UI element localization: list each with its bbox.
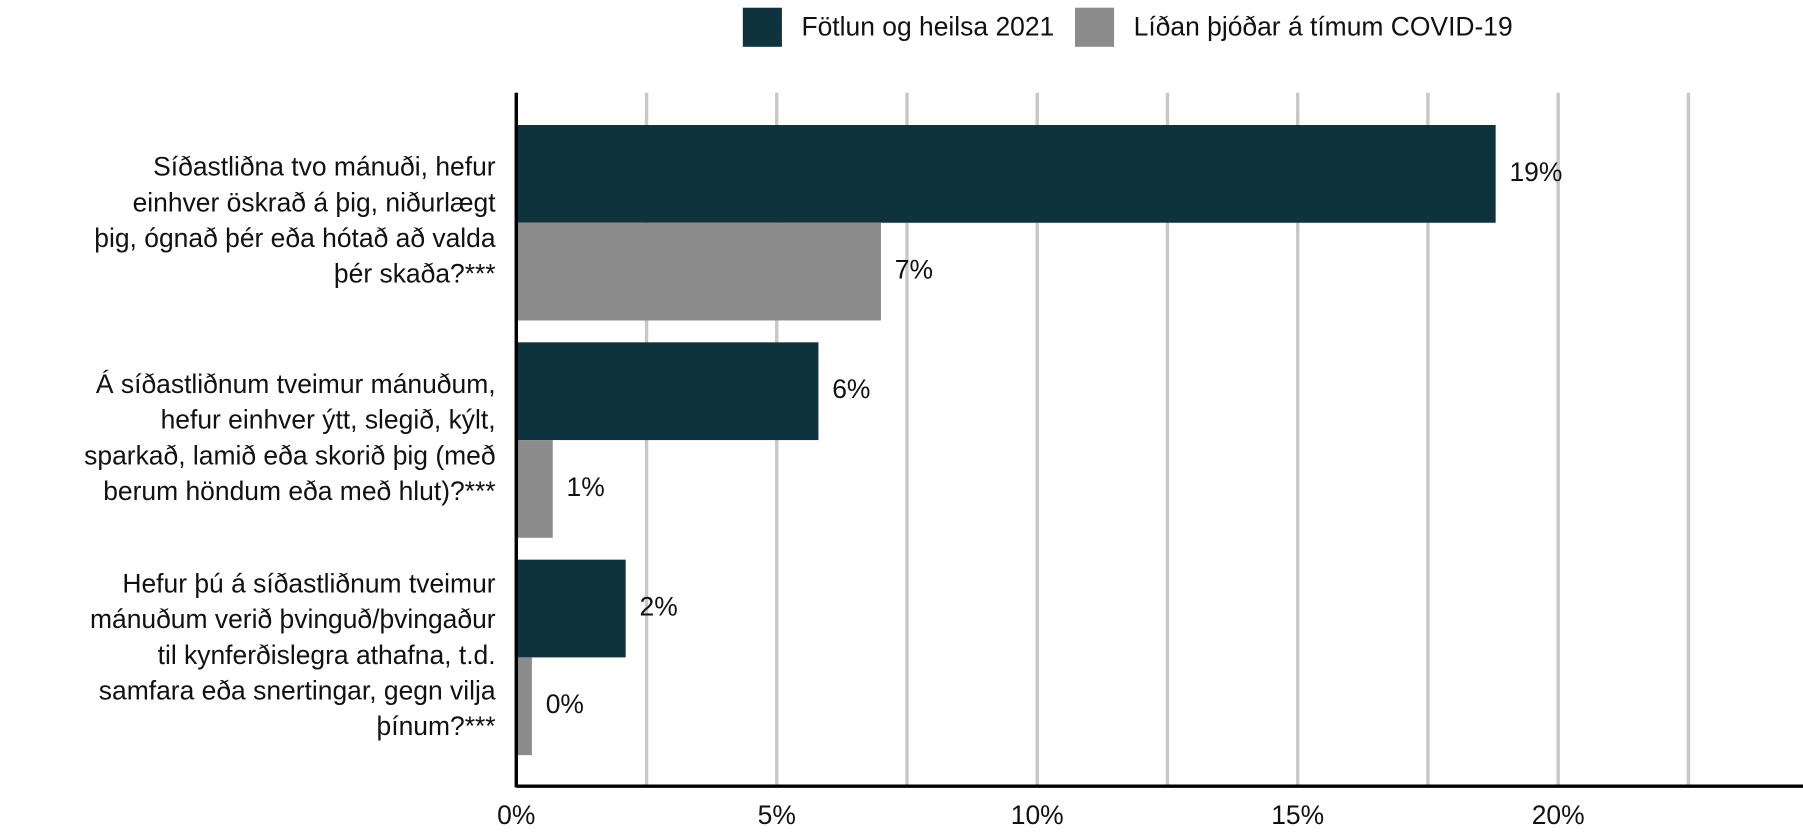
legend-label: Líðan þjóðar á tímum COVID-19: [1134, 11, 1513, 41]
value-label: 19%: [1509, 157, 1562, 187]
category-label: til kynferðislegra athafna, t.d.: [158, 640, 496, 670]
legend-swatch: [1074, 7, 1115, 47]
x-tick-label: 5%: [758, 800, 796, 830]
value-label: 0%: [546, 689, 584, 719]
category-label: einhver öskrað á þig, niðurlægt: [133, 187, 497, 217]
category-label: hefur einhver ýtt, slegið, kýlt,: [161, 405, 496, 435]
category-label: berum höndum eða með hlut)?***: [103, 476, 495, 506]
x-tick-label: 20%: [1532, 800, 1585, 830]
category-label: mánuðum verið þvinguð/þvingaður: [90, 604, 496, 634]
legend-label: Fötlun og heilsa 2021: [801, 11, 1054, 41]
bar: [516, 222, 881, 321]
value-label: 2%: [639, 592, 677, 622]
bar: [516, 440, 553, 538]
bar: [516, 342, 819, 441]
bar: [516, 559, 626, 658]
category-label: Hefur þú á síðastliðnum tveimur: [122, 569, 495, 599]
x-tick-label: 10%: [1011, 800, 1064, 830]
x-tick-label: 15%: [1271, 800, 1324, 830]
category-label: sparkað, lamið eða skorið þig (með: [84, 440, 495, 470]
x-tick-label: 0%: [497, 800, 535, 830]
bar: [516, 657, 532, 756]
value-label: 7%: [895, 255, 933, 285]
value-label: 1%: [567, 472, 605, 502]
legend-swatch: [742, 7, 782, 47]
category-label: þig, ógnað þér eða hótað að valda: [94, 223, 496, 253]
category-label: Síðastliðna tvo mánuði, hefur: [153, 152, 496, 182]
category-label: samfara eða snertingar, gegn vilja: [99, 675, 496, 705]
category-label: þér skaða?***: [334, 259, 496, 289]
category-label: Á síðastliðnum tveimur mánuðum,: [96, 369, 496, 399]
value-label: 6%: [832, 374, 870, 404]
category-label: þínum?***: [377, 711, 496, 741]
bar: [516, 125, 1496, 223]
